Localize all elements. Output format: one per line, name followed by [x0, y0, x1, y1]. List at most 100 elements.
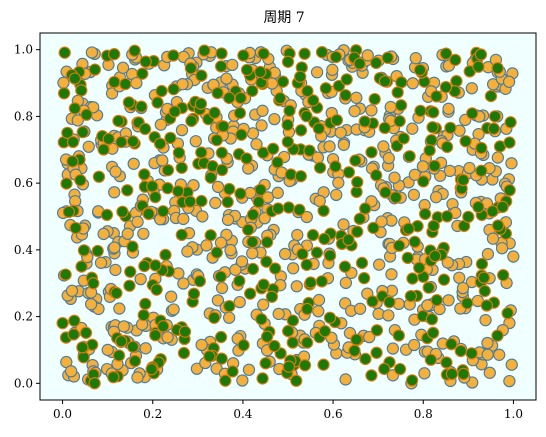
scatter-point	[323, 249, 337, 262]
scatter-point	[353, 302, 367, 315]
scatter-point	[260, 255, 273, 268]
scatter-point	[175, 161, 188, 174]
scatter-point	[329, 160, 342, 173]
scatter-point	[457, 367, 470, 381]
scatter-point	[107, 370, 120, 384]
scatter-point	[365, 104, 378, 117]
scatter-point	[165, 290, 178, 303]
scatter-point	[110, 286, 123, 300]
scatter-point	[242, 162, 255, 175]
scatter-point	[204, 229, 217, 242]
scatter-point	[472, 200, 485, 214]
scatter-point	[483, 366, 496, 379]
scatter-point	[276, 75, 290, 88]
scatter-point	[57, 87, 71, 100]
scatter-point	[121, 184, 134, 197]
scatter-point	[161, 331, 174, 344]
scatter-point	[246, 208, 260, 221]
scatter-point	[138, 259, 151, 273]
scatter-point	[85, 46, 99, 59]
scatter-point	[181, 245, 194, 258]
scatter-point	[211, 86, 224, 100]
scatter-point	[428, 159, 441, 173]
scatter-point	[355, 256, 369, 270]
scatter-point	[113, 302, 126, 315]
scatter-point	[235, 128, 248, 141]
scatter-point	[60, 177, 73, 190]
scatter-point	[244, 287, 257, 300]
scatter-point	[273, 92, 287, 105]
scatter-point	[80, 108, 93, 121]
scatter-point	[150, 283, 163, 296]
scatter-point	[177, 212, 190, 226]
scatter-point	[392, 239, 406, 252]
scatter-point	[254, 183, 267, 196]
scatter-point	[97, 227, 110, 241]
scatter-point	[198, 44, 211, 57]
scatter-point	[195, 338, 208, 352]
scatter-point	[257, 278, 270, 291]
scatter-point	[426, 326, 440, 339]
scatter-point	[105, 87, 119, 100]
scatter-point	[339, 373, 352, 386]
scatter-point	[161, 181, 174, 195]
scatter-point	[296, 247, 309, 261]
scatter-point	[79, 326, 93, 339]
scatter-point	[291, 228, 304, 242]
scatter-point	[429, 190, 443, 204]
scatter-point	[437, 273, 451, 286]
scatter-point	[237, 339, 250, 352]
scatter-point	[269, 262, 282, 275]
scatter-point	[386, 342, 400, 355]
scatter-point	[76, 341, 89, 354]
scatter-point	[208, 311, 221, 324]
scatter-point	[190, 362, 204, 375]
scatter-point	[312, 293, 326, 307]
scatter-point	[363, 330, 376, 344]
scatter-point	[268, 339, 281, 353]
scatter-point	[61, 126, 74, 140]
scatter-point	[58, 46, 71, 59]
scatter-point	[294, 70, 307, 83]
scatter-point	[221, 195, 234, 209]
scatter-point	[126, 135, 140, 148]
scatter-point	[69, 221, 82, 235]
scatter-point	[461, 297, 474, 310]
scatter-point	[189, 135, 202, 148]
scatter-point	[393, 362, 407, 376]
scatter-point	[175, 228, 188, 242]
scatter-point	[488, 110, 502, 123]
scatter-point	[204, 171, 217, 184]
scatter-point	[502, 75, 516, 88]
scatter-point	[234, 91, 247, 105]
scatter-point	[88, 63, 102, 76]
y-tick-label: 0.0	[14, 376, 33, 390]
plot-frame	[39, 32, 537, 401]
scatter-point	[326, 63, 339, 76]
scatter-point	[439, 47, 453, 60]
x-tick-label: 0.2	[143, 407, 162, 421]
scatter-point	[449, 53, 462, 67]
scatter-point	[486, 78, 500, 91]
scatter-point	[278, 247, 292, 261]
scatter-point	[156, 205, 170, 218]
scatter-point	[209, 196, 222, 210]
scatter-point	[418, 367, 431, 380]
scatter-point	[154, 118, 167, 131]
scatter-point	[88, 377, 101, 390]
scatter-point	[139, 297, 152, 311]
scatter-point	[74, 174, 87, 187]
scatter-point	[445, 337, 458, 351]
scatter-point	[462, 210, 475, 223]
scatter-point	[353, 57, 366, 70]
scatter-point	[442, 102, 455, 115]
scatter-point	[203, 350, 216, 363]
scatter-point	[131, 371, 144, 384]
scatter-point	[503, 184, 516, 197]
scatter-point	[294, 124, 308, 137]
scatter-point	[271, 202, 285, 215]
scatter-point	[153, 137, 167, 150]
scatter-point	[318, 232, 331, 246]
scatter-point	[332, 176, 345, 189]
scatter-point	[477, 271, 491, 284]
